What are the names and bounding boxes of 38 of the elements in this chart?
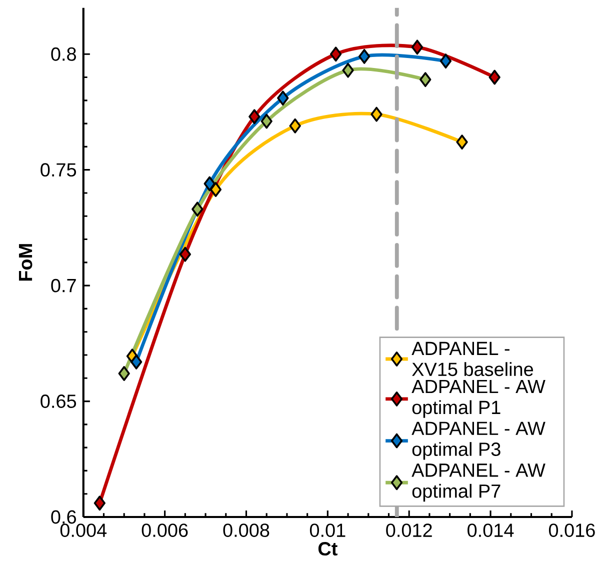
x-tick-label: 0.014: [468, 524, 514, 538]
point: [248, 109, 260, 124]
point: [440, 54, 452, 69]
legend-label: ADPANEL - AW optimal P7: [412, 464, 546, 502]
point: [358, 49, 370, 64]
point: [277, 90, 289, 106]
point: [210, 182, 222, 198]
y-tick-label: 0.6: [51, 510, 76, 524]
point: [192, 202, 204, 217]
x-tick-label: 0.004: [60, 524, 107, 538]
point: [94, 496, 106, 511]
x-tick-label: 0.008: [223, 524, 270, 538]
point: [179, 247, 191, 262]
point: [456, 134, 468, 150]
point: [330, 46, 342, 62]
legend-label: ADPANEL - AW optimal P3: [412, 422, 546, 460]
y-tick-label: 0.7: [51, 279, 76, 292]
y-tick-label: 0.75: [40, 163, 76, 177]
y-tick-label: 0.65: [40, 394, 76, 408]
y-tick-label: 0.8: [51, 48, 76, 62]
point: [289, 118, 301, 134]
point: [370, 107, 382, 122]
x-tick-label: 0.012: [386, 524, 432, 538]
point: [260, 114, 272, 129]
point: [130, 354, 142, 370]
point: [204, 176, 216, 192]
x-tick-label: 0.006: [142, 524, 188, 538]
legend-label: ADPANEL - AW optimal P1: [412, 380, 546, 418]
x-tick-label: 0.016: [548, 524, 595, 538]
x-axis-title: Ct: [318, 542, 338, 556]
legend-label: ADPANEL - XV15 baseline: [412, 342, 534, 376]
point: [118, 366, 130, 382]
y-axis-title: FoM: [18, 244, 32, 281]
point: [420, 72, 432, 88]
point: [342, 63, 354, 78]
point: [411, 40, 424, 55]
point: [488, 70, 500, 85]
x-tick-label: 0.01: [310, 524, 346, 538]
